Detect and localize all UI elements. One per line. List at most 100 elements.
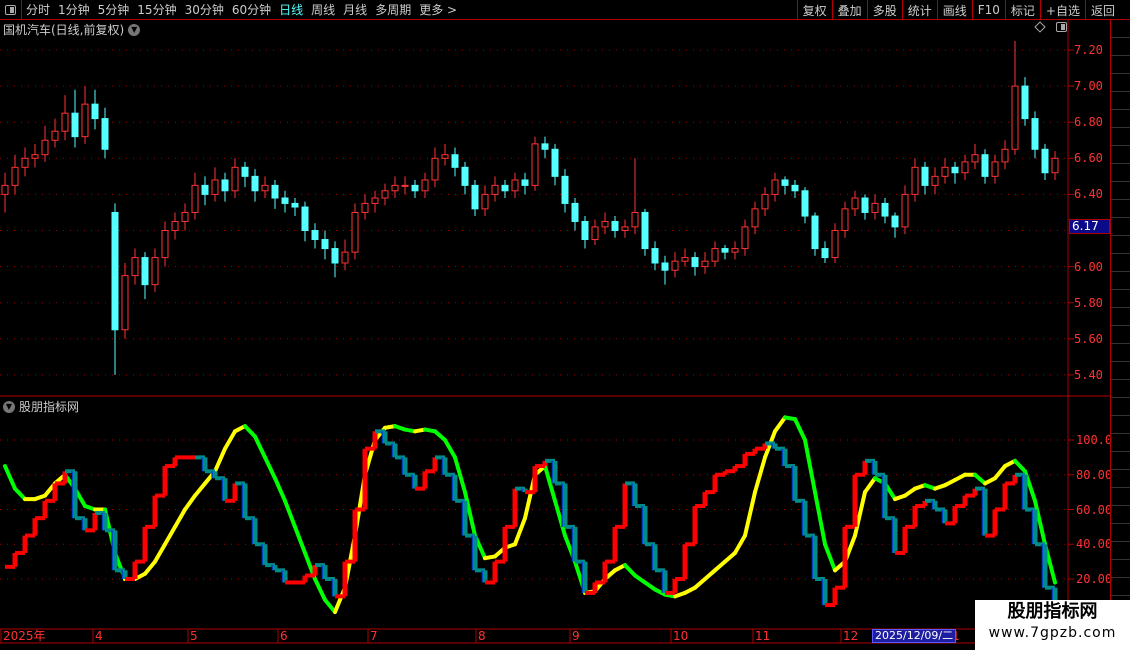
- period-tab[interactable]: 月线: [343, 3, 368, 17]
- candle-up: [171, 220, 179, 232]
- toolbar-button[interactable]: 复权: [796, 0, 832, 20]
- d-line-segment: [633, 573, 647, 585]
- chevron-down-icon[interactable]: ▼: [3, 400, 15, 413]
- info-cell: [1111, 74, 1130, 92]
- candle-down: [251, 175, 259, 192]
- period-tab[interactable]: 60分钟: [231, 3, 272, 17]
- candle-up: [81, 103, 89, 138]
- d-line-segment: [173, 507, 187, 529]
- period-tab[interactable]: 30分钟: [184, 3, 224, 17]
- panel-toggle-icon[interactable]: [1056, 22, 1067, 32]
- d-line-segment: [803, 438, 817, 495]
- info-cell: [1111, 470, 1130, 488]
- toolbar-button[interactable]: 统计: [901, 0, 937, 20]
- watermark: 股朋指标网 www.7gpzb.com: [975, 600, 1130, 650]
- indicator-title: ▼ 股朋指标网: [3, 398, 79, 415]
- candle-up: [51, 130, 59, 141]
- toolbar-button[interactable]: 标记: [1004, 0, 1040, 20]
- candle-down: [1031, 118, 1039, 150]
- candle-down: [801, 190, 809, 217]
- candle-up: [971, 154, 979, 163]
- d-line-segment: [183, 493, 197, 512]
- toolbar-button[interactable]: F10: [971, 0, 1005, 20]
- candle-up: [761, 193, 769, 210]
- axis-tick-label: 5.60: [1074, 331, 1103, 346]
- axis-tick-label: 7.00: [1074, 79, 1103, 94]
- d-line-segment: [693, 577, 707, 590]
- info-cell: [1111, 488, 1130, 506]
- panel-toggle-button[interactable]: [0, 0, 22, 20]
- info-cell: [1111, 308, 1130, 326]
- toolbar-button[interactable]: +自选: [1039, 0, 1085, 20]
- period-tab[interactable]: 多周期: [375, 3, 412, 17]
- axis-tick-label: 7.20: [1074, 43, 1103, 57]
- right-info-panel[interactable]: [1110, 20, 1130, 650]
- period-tab[interactable]: 分时: [26, 3, 51, 17]
- chevron-down-icon[interactable]: ▼: [128, 23, 141, 36]
- period-tab[interactable]: 日线: [279, 3, 304, 17]
- candle-up: [741, 226, 749, 250]
- toolbar-button[interactable]: 返回: [1084, 0, 1120, 20]
- info-cell: [1111, 254, 1130, 272]
- period-tab[interactable]: 15分钟: [137, 3, 177, 17]
- period-tab[interactable]: 1分钟: [58, 3, 90, 17]
- candle-down: [111, 211, 119, 331]
- d-line-segment: [153, 542, 167, 564]
- candle-down: [811, 215, 819, 250]
- info-cell: [1111, 506, 1130, 524]
- candle-up: [621, 226, 629, 231]
- candle-up: [1001, 148, 1009, 163]
- candle-up: [681, 257, 689, 262]
- axis-tick-label: 6.60: [1074, 151, 1103, 166]
- candle-up: [31, 154, 39, 159]
- period-tab[interactable]: 5分钟: [97, 3, 130, 17]
- period-tab[interactable]: 更多 >: [419, 3, 458, 17]
- d-line-segment: [213, 446, 227, 474]
- candle-down: [321, 239, 329, 250]
- axis-tick-label: 5.80: [1074, 295, 1103, 310]
- period-tab[interactable]: 周线: [311, 3, 336, 17]
- candle-up: [211, 179, 219, 195]
- candle-down: [581, 220, 589, 241]
- info-cell: [1111, 416, 1130, 434]
- last-price-label: 6.17: [1069, 219, 1110, 234]
- candle-up: [381, 190, 389, 199]
- time-axis-label: 9: [572, 629, 580, 643]
- info-cell: [1111, 344, 1130, 362]
- toolbar-button[interactable]: 叠加: [831, 0, 867, 20]
- d-line-segment: [793, 417, 807, 442]
- toolbar-buttons: 复权 叠加 多股 统计 画线 F10 标记 +自选 返回: [796, 0, 1120, 20]
- candle-down: [561, 175, 569, 204]
- watermark-name: 股朋指标网: [1007, 601, 1098, 622]
- candle-up: [911, 166, 919, 195]
- toolbar-button[interactable]: 画线: [936, 0, 972, 20]
- candle-up: [181, 211, 189, 222]
- d-line-segment: [743, 490, 757, 538]
- axis-tick-label: 100.0: [1076, 433, 1113, 447]
- candle-up: [21, 157, 29, 168]
- candle-up: [901, 193, 909, 228]
- candle-down: [91, 103, 99, 120]
- candle-up: [481, 193, 489, 210]
- toolbar-button[interactable]: 多股: [866, 0, 902, 20]
- d-line-segment: [733, 533, 747, 555]
- candle-up: [151, 257, 159, 286]
- candle-up: [11, 166, 19, 186]
- candle-down: [281, 197, 289, 204]
- time-axis-label: 4: [95, 629, 103, 643]
- axis-tick-label: 20.00: [1076, 572, 1113, 586]
- axis-tick-label: 5.40: [1074, 367, 1103, 382]
- info-cell: [1111, 38, 1130, 56]
- candle-down: [551, 148, 559, 177]
- candle-down: [721, 248, 729, 253]
- candle-up: [491, 184, 499, 195]
- info-cell: [1111, 290, 1130, 308]
- indicator-name: 股朋指标网: [19, 400, 80, 414]
- info-cell: [1111, 452, 1130, 470]
- d-line-segment: [1033, 498, 1047, 547]
- d-line-segment: [443, 438, 457, 460]
- info-cell: [1111, 578, 1130, 596]
- candle-down: [101, 118, 109, 150]
- d-line-segment: [543, 464, 557, 503]
